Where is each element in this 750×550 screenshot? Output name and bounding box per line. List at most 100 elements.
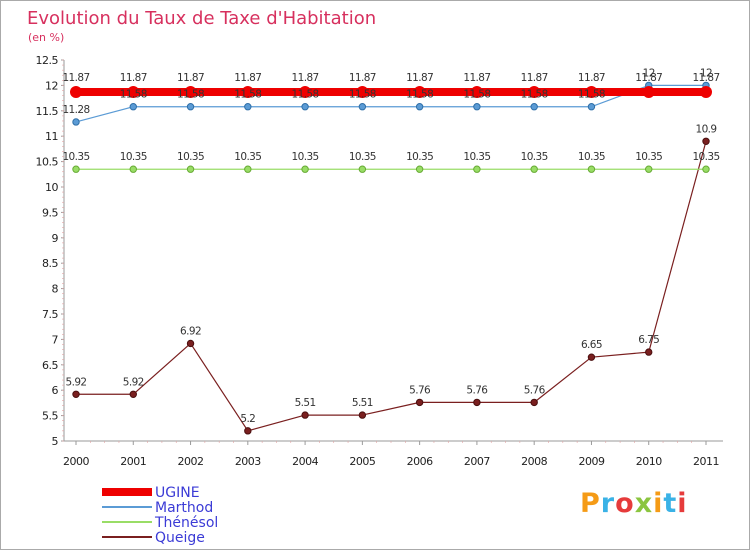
data-point	[358, 165, 367, 173]
data-label: 11.87	[234, 72, 261, 84]
legend-label: Thénésol	[154, 515, 218, 531]
x-tick-label: 2011	[693, 455, 719, 468]
data-label: 11.87	[578, 72, 605, 84]
data-point	[585, 86, 598, 99]
data-label: 6.65	[581, 339, 602, 351]
y-tick-label: 11	[45, 130, 58, 143]
data-label: 11.58	[463, 89, 490, 101]
logo-letter: i	[653, 488, 664, 519]
data-label: 11.58	[292, 89, 319, 101]
data-label: 11.87	[120, 72, 147, 84]
y-tick-label: 5.5	[42, 410, 58, 423]
series-line-marthod	[75, 84, 706, 123]
y-tick-label: 9	[52, 232, 59, 245]
data-label: 11.87	[349, 72, 376, 84]
data-point	[129, 390, 137, 398]
data-point	[702, 165, 710, 173]
data-label: 10.35	[521, 151, 548, 163]
data-point	[530, 165, 538, 173]
data-point	[186, 165, 195, 173]
data-label: 5.76	[409, 384, 431, 396]
y-tick-label: 11.5	[36, 105, 59, 118]
data-point	[301, 103, 309, 111]
data-point	[645, 348, 653, 356]
y-tick-label: 12.5	[36, 54, 59, 67]
data-point	[587, 103, 596, 111]
data-label: 12	[700, 67, 712, 79]
data-label: 11.58	[406, 89, 433, 101]
data-label: 11.87	[177, 72, 204, 84]
data-label: 10.35	[177, 151, 204, 163]
logo-letter: t	[663, 488, 678, 519]
data-point	[413, 86, 426, 99]
data-point	[301, 165, 309, 173]
data-point	[358, 411, 367, 419]
data-point	[72, 390, 80, 398]
y-tick-label: 9.5	[42, 206, 58, 219]
data-label: 11.87	[635, 72, 662, 84]
data-label: 5.92	[123, 376, 144, 388]
data-point	[301, 411, 309, 419]
data-label: 6.75	[638, 334, 659, 346]
y-tick-label: 10.5	[36, 156, 59, 169]
data-label: 11.87	[463, 72, 490, 84]
data-point	[186, 103, 195, 111]
data-point	[473, 165, 481, 173]
data-label: 11.87	[62, 72, 89, 84]
data-point	[70, 86, 82, 99]
y-tick-label: 7	[52, 333, 59, 346]
data-label: 11.87	[521, 72, 548, 84]
chart-title: Evolution du Taux de Taxe d'Habitation	[27, 8, 376, 29]
data-label: 11.58	[234, 89, 261, 101]
y-tick-label: 5	[52, 435, 59, 448]
legend-label: Queige	[155, 530, 205, 546]
logo-letter: r	[600, 488, 616, 519]
data-point	[415, 165, 424, 173]
data-label: 11.58	[578, 89, 605, 101]
data-label: 10.35	[120, 151, 147, 163]
y-tick-label: 12	[45, 79, 58, 92]
data-point	[587, 353, 596, 361]
x-tick-label: 2001	[120, 455, 146, 468]
y-tick-label: 6.5	[42, 359, 58, 372]
data-point	[642, 86, 655, 99]
data-label: 5.76	[466, 384, 488, 396]
data-label: 10.35	[635, 151, 662, 163]
data-label: 11.87	[406, 72, 433, 84]
x-tick-label: 2004	[292, 455, 318, 468]
data-point	[244, 103, 252, 111]
legend-label: Marthod	[155, 500, 213, 516]
data-point	[702, 137, 710, 145]
x-tick-label: 2006	[407, 455, 433, 468]
data-label: 10.35	[406, 151, 433, 163]
x-tick-label: 2010	[636, 455, 662, 468]
data-point	[299, 86, 312, 99]
data-label: 10.35	[578, 151, 605, 163]
data-point	[241, 86, 254, 99]
data-point	[530, 103, 538, 111]
data-label: 5.2	[240, 413, 255, 425]
data-point	[186, 339, 195, 348]
data-point	[700, 86, 712, 99]
data-label: 10.35	[292, 151, 319, 163]
x-tick-label: 2008	[521, 455, 547, 468]
data-label: 5.51	[295, 397, 316, 409]
proxiti-logo: Proxiti	[580, 488, 688, 519]
logo-letter: x	[634, 488, 654, 519]
data-label: 10.35	[463, 151, 490, 163]
data-point	[129, 165, 137, 173]
x-tick-label: 2002	[178, 455, 204, 468]
data-label: 10.9	[696, 123, 717, 135]
data-point	[129, 103, 137, 111]
logo-letter: P	[580, 488, 601, 519]
data-label: 6.92	[180, 325, 201, 337]
logo-letter: o	[615, 488, 635, 519]
data-point	[184, 86, 197, 99]
data-point	[72, 165, 80, 173]
axes: 5 5.5 6 6.5 7 7.5 8 8.5 9 9.5 10 10.5 11 11.5 12 12.5 20…	[36, 54, 723, 468]
data-point	[530, 398, 538, 407]
data-label: 11.58	[120, 89, 147, 101]
data-point	[473, 103, 481, 111]
